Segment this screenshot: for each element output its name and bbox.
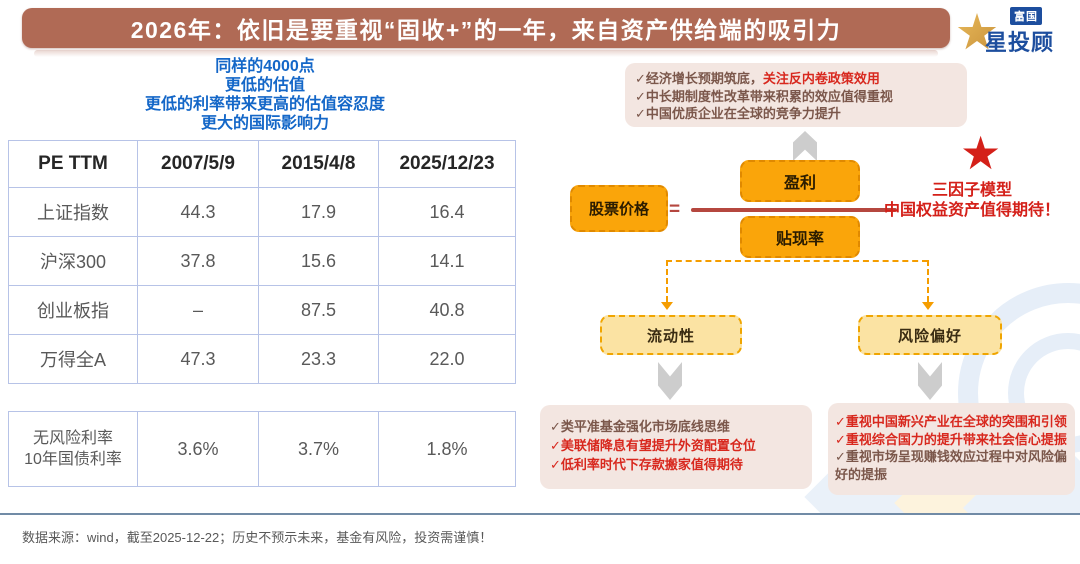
pe-ttm-table: PE TTM 2007/5/9 2015/4/8 2025/12/23 上证指数… bbox=[8, 140, 516, 487]
risk-points-panel: ✓重视中国新兴产业在全球的突围和引领 ✓重视综合国力的提升带来社会信心提振 ✓重… bbox=[828, 403, 1075, 495]
cell-value: 16.4 bbox=[378, 187, 516, 237]
equals-sign: = bbox=[669, 199, 681, 220]
point-text: 中国优质企业在全球的竞争力提升 bbox=[645, 106, 841, 121]
table-rate-row: 无风险利率 10年国债利率 3.6% 3.7% 1.8% bbox=[8, 411, 516, 487]
panel-point: ✓中长期制度性改革带来积累的效应值得重视 bbox=[635, 88, 957, 106]
cell-value: 1.8% bbox=[378, 411, 516, 487]
liquidity-points-panel: ✓类平准基金强化市场底线思维 ✓美联储降息有望提升外资配置仓位 ✓低利率时代下存… bbox=[540, 405, 812, 489]
cell-value: 3.6% bbox=[137, 411, 259, 487]
arrowhead-down-icon bbox=[661, 302, 673, 310]
panel-point: ✓低利率时代下存款搬家值得期待 bbox=[550, 455, 802, 474]
point-text: 重视中国新兴产业在全球的突围和引领 bbox=[845, 414, 1067, 429]
check-icon: ✓ bbox=[835, 449, 846, 464]
row-label: 上证指数 bbox=[8, 187, 138, 237]
col-header: PE TTM bbox=[8, 140, 138, 188]
point-text: 经济增长预期筑底， bbox=[645, 71, 763, 86]
panel-point: ✓重视市场呈现赚钱效应过程中对风险偏好的提振 bbox=[835, 448, 1068, 483]
connector-vertical-left bbox=[666, 260, 668, 302]
panel-point: ✓美联储降息有望提升外资配置仓位 bbox=[550, 436, 802, 455]
cell-value: 17.9 bbox=[258, 187, 379, 237]
point-text: 类平准基金强化市场底线思维 bbox=[560, 419, 730, 434]
panel-point: ✓经济增长预期筑底，关注反内卷政策效用 bbox=[635, 70, 957, 88]
logo-badge: 富国 bbox=[1010, 7, 1042, 25]
col-header: 2025/12/23 bbox=[378, 140, 516, 188]
check-icon: ✓ bbox=[835, 431, 846, 447]
point-text: 重视综合国力的提升带来社会信心提振 bbox=[845, 431, 1067, 447]
table-row: 上证指数 44.3 17.9 16.4 bbox=[8, 187, 516, 237]
point-text: 中长期制度性改革带来积累的效应值得重视 bbox=[645, 88, 893, 104]
cell-value: 87.5 bbox=[258, 285, 379, 335]
panel-point: ✓重视中国新兴产业在全球的突围和引领 bbox=[835, 413, 1068, 431]
table-row: 创业板指 – 87.5 40.8 bbox=[8, 285, 516, 335]
spacer-cell bbox=[8, 383, 516, 412]
red-star-icon: ★ bbox=[960, 127, 1002, 179]
rate-label-line2: 10年国债利率 bbox=[24, 451, 122, 468]
logo-name: 星投顾 bbox=[985, 30, 1055, 55]
liquidity-box: 流动性 bbox=[600, 315, 742, 355]
headline-line: 更大的国际影响力 bbox=[200, 115, 329, 132]
row-label: 沪深300 bbox=[8, 236, 138, 286]
check-icon: ✓ bbox=[635, 71, 646, 86]
headline-line: 更低的利率带来更高的估值容忍度 bbox=[144, 96, 385, 113]
cell-value: 15.6 bbox=[258, 236, 379, 286]
brand-logo: 富国 星投顾 bbox=[955, 3, 1077, 57]
note-line1: 三因子模型 bbox=[931, 182, 1012, 199]
cell-value: 47.3 bbox=[137, 334, 259, 384]
footer: 数据来源：wind，截至2025-12-22；历史不预示未来，基金有风险，投资需… bbox=[0, 513, 1080, 564]
page-title: 2026年：依旧是要重视“固收+”的一年，来自资产供给端的吸引力 bbox=[130, 17, 842, 43]
table-spacer-row bbox=[8, 383, 516, 412]
cell-value: 3.7% bbox=[258, 411, 379, 487]
panel-point: ✓重视综合国力的提升带来社会信心提振 bbox=[835, 431, 1068, 449]
cell-value: – bbox=[137, 285, 259, 335]
connector-vertical-right bbox=[927, 260, 929, 302]
discount-rate-box: 贴现率 bbox=[740, 216, 860, 258]
risk-appetite-box: 风险偏好 bbox=[858, 315, 1002, 355]
cell-value: 23.3 bbox=[258, 334, 379, 384]
cell-value: 14.1 bbox=[378, 236, 516, 286]
headline-block: 同样的4000点 更低的估值 更低的利率带来更高的估值容忍度 更大的国际影响力 bbox=[30, 57, 500, 133]
check-icon: ✓ bbox=[550, 457, 561, 472]
earnings-points-panel: ✓经济增长预期筑底，关注反内卷政策效用 ✓中长期制度性改革带来积累的效应值得重视… bbox=[625, 63, 967, 127]
table-row: 万得全A 47.3 23.3 22.0 bbox=[8, 334, 516, 384]
row-label: 创业板指 bbox=[8, 285, 138, 335]
arrowhead-down-icon bbox=[922, 302, 934, 310]
headline-line: 更低的估值 bbox=[224, 77, 305, 94]
check-icon: ✓ bbox=[550, 438, 561, 453]
headline-line: 同样的4000点 bbox=[215, 58, 315, 75]
fraction-line bbox=[691, 208, 897, 212]
point-text: 美联储降息有望提升外资配置仓位 bbox=[560, 438, 756, 453]
panel-point: ✓中国优质企业在全球的竞争力提升 bbox=[635, 105, 957, 123]
row-label: 万得全A bbox=[8, 334, 138, 384]
point-text: 低利率时代下存款搬家值得期待 bbox=[560, 457, 743, 472]
point-text: 重视市场呈现赚钱效应过程中对风险偏好的提振 bbox=[835, 449, 1067, 482]
earnings-box: 盈利 bbox=[740, 160, 860, 202]
table-row: 沪深300 37.8 15.6 14.1 bbox=[8, 236, 516, 286]
check-icon: ✓ bbox=[835, 414, 846, 429]
cell-value: 37.8 bbox=[137, 236, 259, 286]
table-header-row: PE TTM 2007/5/9 2015/4/8 2025/12/23 bbox=[8, 140, 516, 188]
cell-value: 22.0 bbox=[378, 334, 516, 384]
point-highlight: 关注反内卷政策效用 bbox=[762, 71, 880, 86]
cell-value: 44.3 bbox=[137, 187, 259, 237]
cell-value: 40.8 bbox=[378, 285, 516, 335]
note-line2: 中国权益资产值得期待！ bbox=[883, 202, 1060, 219]
col-header: 2015/4/8 bbox=[258, 140, 379, 188]
check-icon: ✓ bbox=[635, 106, 646, 121]
rate-label-line1: 无风险利率 bbox=[32, 430, 113, 447]
col-header: 2007/5/9 bbox=[137, 140, 259, 188]
connector-horizontal bbox=[666, 260, 928, 262]
check-icon: ✓ bbox=[635, 88, 646, 104]
stock-price-box: 股票价格 bbox=[570, 185, 668, 232]
check-icon: ✓ bbox=[550, 419, 561, 434]
row-label: 无风险利率 10年国债利率 bbox=[8, 411, 138, 487]
title-banner: 2026年：依旧是要重视“固收+”的一年，来自资产供给端的吸引力 bbox=[22, 8, 950, 48]
panel-point: ✓类平准基金强化市场底线思维 bbox=[550, 417, 802, 436]
data-source-disclaimer: 数据来源：wind，截至2025-12-22；历史不预示未来，基金有风险，投资需… bbox=[22, 530, 493, 545]
banner-reflection bbox=[34, 50, 938, 57]
three-factor-note: 三因子模型 中国权益资产值得期待！ bbox=[862, 181, 1080, 221]
